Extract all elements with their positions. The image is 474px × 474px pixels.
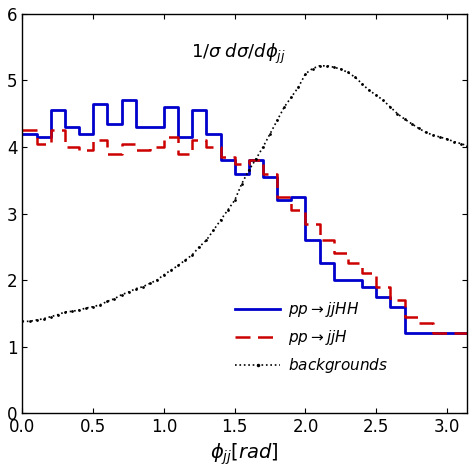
Text: $1/\sigma\;d\sigma/d\phi_{jj}$: $1/\sigma\;d\sigma/d\phi_{jj}$	[191, 42, 286, 66]
Legend: $pp \rightarrow jjHH$, $pp \rightarrow jjH$, $backgrounds$: $pp \rightarrow jjHH$, $pp \rightarrow j…	[228, 294, 394, 382]
X-axis label: $\phi_{jj}[rad]$: $\phi_{jj}[rad]$	[210, 442, 279, 467]
